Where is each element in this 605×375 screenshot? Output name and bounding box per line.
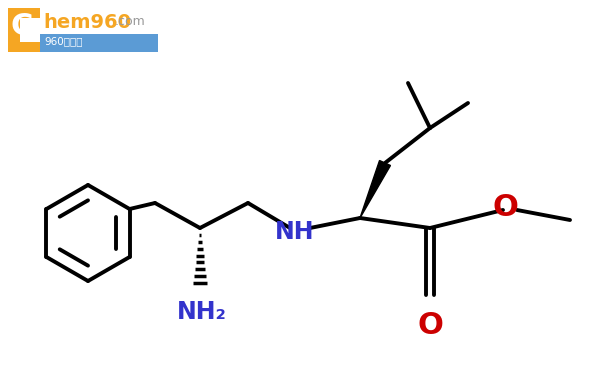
Polygon shape <box>8 8 40 52</box>
Text: NH₂: NH₂ <box>177 300 227 324</box>
Text: 960化工网: 960化工网 <box>44 36 82 46</box>
Text: O: O <box>417 311 443 340</box>
Text: O: O <box>492 194 518 222</box>
Text: C: C <box>11 12 33 41</box>
Polygon shape <box>360 160 390 218</box>
Text: NH: NH <box>275 220 315 244</box>
Bar <box>40 34 158 52</box>
Text: hem960: hem960 <box>43 13 131 32</box>
Text: .com: .com <box>115 15 146 28</box>
